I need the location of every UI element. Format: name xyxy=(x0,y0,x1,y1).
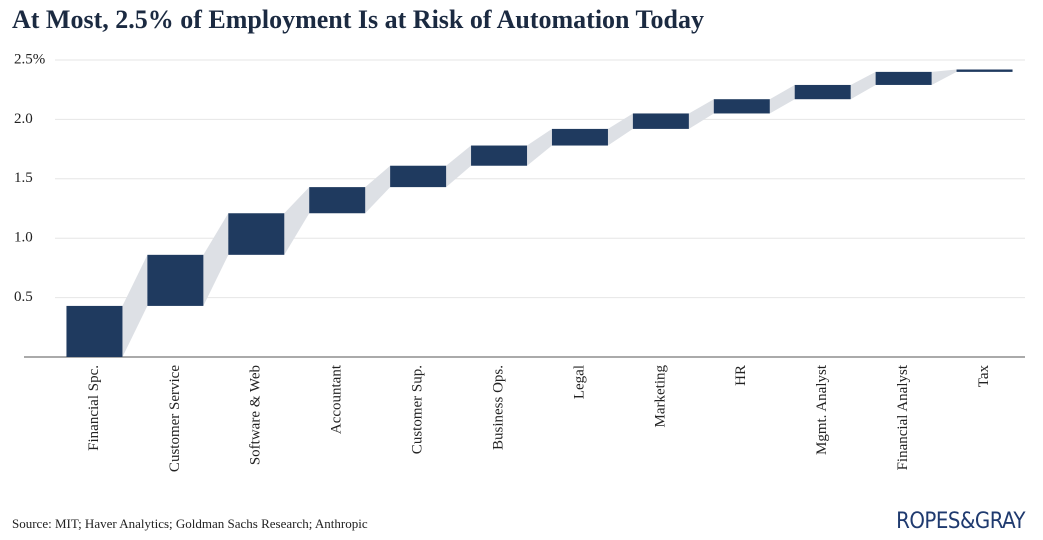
bar xyxy=(228,213,285,255)
bar xyxy=(875,71,932,85)
y-tick-label: 1.0 xyxy=(14,230,33,246)
x-tick-label: Financial Spc. xyxy=(86,365,102,451)
bar xyxy=(632,113,689,129)
y-tick-label: 2.5% xyxy=(14,51,45,67)
source-note: Source: MIT; Haver Analytics; Goldman Sa… xyxy=(12,516,368,531)
bar xyxy=(956,69,1013,72)
bar xyxy=(713,99,770,114)
connector xyxy=(446,145,472,188)
bar xyxy=(309,187,366,214)
x-tick-label: Customer Service xyxy=(167,365,183,472)
connector xyxy=(284,187,310,255)
logo: ROPES&GRAY xyxy=(896,509,1026,534)
x-tick-label: Business Ops. xyxy=(490,365,506,450)
x-tick-label: Customer Sup. xyxy=(410,365,426,454)
connector xyxy=(203,213,229,306)
connector xyxy=(688,99,714,129)
connector xyxy=(931,69,957,85)
connector xyxy=(850,71,876,100)
connector xyxy=(365,165,391,214)
y-tick-label: 2.0 xyxy=(14,111,33,127)
x-tick-label: Marketing xyxy=(652,365,668,428)
bar xyxy=(390,165,447,188)
x-tick-label: Legal xyxy=(571,365,587,399)
bar xyxy=(794,84,851,100)
chart-title: At Most, 2.5% of Employment Is at Risk o… xyxy=(12,5,704,34)
x-tick-label: HR xyxy=(733,365,749,386)
connector xyxy=(527,128,552,166)
connector xyxy=(607,113,633,146)
x-tick-label: Tax xyxy=(976,365,992,388)
connector xyxy=(769,84,795,114)
x-tick-label: Software & Web xyxy=(248,365,264,465)
bar xyxy=(66,305,123,357)
bar xyxy=(147,254,204,306)
y-tick-label: 0.5 xyxy=(14,289,33,305)
x-tick-label: Financial Analyst xyxy=(895,364,911,470)
bar xyxy=(471,145,528,166)
connector xyxy=(122,254,148,357)
x-tick-label: Mgmt. Analyst xyxy=(814,364,830,455)
x-tick-label: Accountant xyxy=(329,364,345,434)
y-tick-label: 1.5 xyxy=(14,170,33,186)
bar xyxy=(551,128,608,146)
